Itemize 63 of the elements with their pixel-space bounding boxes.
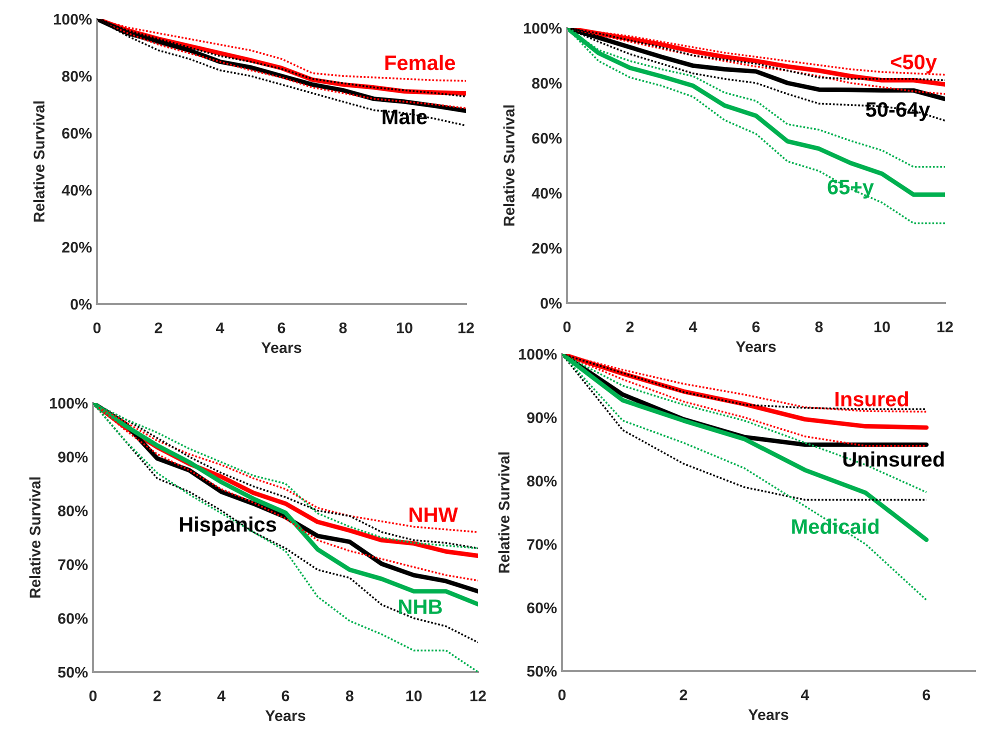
x-tick-label: 4 (217, 690, 226, 702)
y-tick-label: 50% (527, 666, 557, 677)
x-tick-label: 0 (89, 690, 97, 702)
y-tick-label: 20% (62, 242, 92, 253)
y-tick-label: 60% (532, 132, 562, 144)
x-tick-label: 12 (470, 690, 486, 702)
x-tick-label: 2 (153, 690, 161, 702)
x-axis-title: Years (261, 342, 302, 354)
x-tick-label: 6 (752, 321, 760, 332)
x-tick-label: 4 (800, 690, 810, 700)
y-tick-label: 90% (527, 412, 557, 424)
y-tick-label: 90% (58, 452, 88, 462)
x-tick-label: 10 (874, 321, 890, 332)
series-label: NHW (410, 508, 458, 522)
series-label: Insured (836, 391, 908, 407)
x-tick-label: 8 (815, 321, 823, 332)
x-axis-title: Years (265, 710, 306, 722)
x-tick-label: 0 (563, 321, 571, 332)
y-tick-label: 100% (50, 398, 88, 409)
y-tick-label: 100% (519, 348, 557, 360)
y-axis-title: Relative Survival (29, 477, 40, 598)
x-tick-label: 10 (406, 690, 422, 702)
y-axis-title: Relative Survival (498, 452, 510, 573)
x-tick-label: 6 (278, 322, 286, 334)
x-tick-label: 0 (558, 689, 566, 700)
y-axis-title: Relative Survival (503, 105, 514, 226)
series-label: NHB (399, 600, 442, 614)
x-tick-label: 8 (339, 322, 347, 334)
x-tick-label: 10 (396, 322, 412, 334)
y-tick-label: 60% (58, 613, 88, 624)
x-tick-label: 0 (93, 322, 101, 334)
y-tick-label: 100% (524, 22, 562, 34)
y-tick-label: 80% (58, 505, 88, 516)
x-tick-label: 2 (680, 689, 688, 700)
x-tick-label: 6 (922, 689, 930, 700)
y-tick-label: 60% (527, 602, 557, 614)
series-label: <50y (890, 54, 937, 74)
x-tick-label: 6 (282, 690, 290, 702)
series-label: Female (385, 54, 456, 70)
x-axis-title: Years (736, 341, 776, 352)
x-tick-label: 2 (626, 321, 634, 332)
x-tick-label: 4 (688, 322, 698, 332)
y-tick-label: 0% (540, 298, 562, 309)
y-tick-label: 50% (58, 666, 88, 678)
x-tick-label: 12 (937, 321, 953, 332)
x-axis-title: Years (748, 709, 788, 720)
y-tick-label: 20% (532, 242, 562, 254)
y-tick-label: 0% (70, 298, 92, 310)
y-tick-label: 70% (527, 539, 557, 550)
x-tick-label: 2 (154, 322, 162, 334)
y-tick-label: 100% (54, 14, 92, 25)
y-tick-label: 40% (62, 184, 92, 196)
x-tick-label: 8 (346, 690, 354, 702)
x-tick-label: 4 (216, 322, 224, 334)
x-tick-label: 12 (458, 322, 474, 334)
y-tick-label: 80% (62, 70, 92, 82)
y-axis-title: Relative Survival (33, 101, 44, 222)
y-tick-label: 60% (62, 128, 92, 139)
y-tick-label: 80% (527, 476, 557, 486)
y-tick-label: 40% (532, 188, 562, 199)
y-tick-label: 70% (58, 559, 88, 570)
y-tick-label: 80% (532, 78, 562, 89)
series-label: Male (382, 109, 427, 124)
